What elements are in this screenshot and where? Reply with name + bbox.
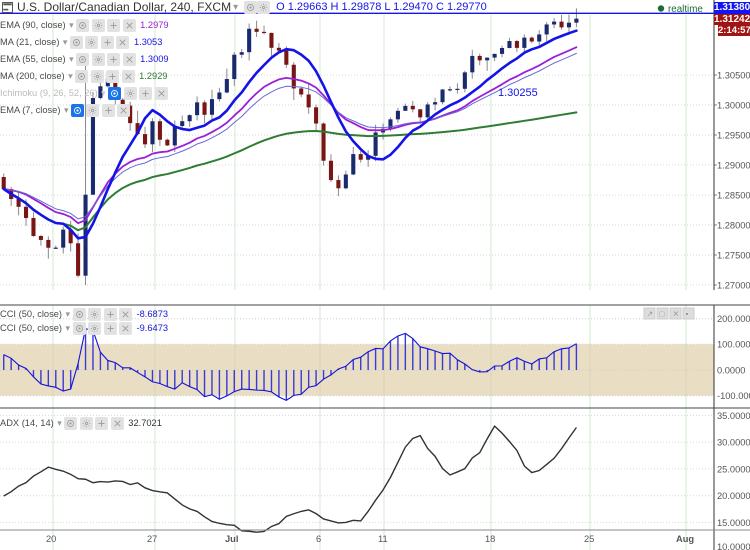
svg-text:27: 27	[147, 534, 157, 544]
svg-text:1.28000: 1.28000	[717, 221, 750, 231]
svg-text:25.0000: 25.0000	[717, 465, 750, 475]
svg-text:realtime: realtime	[668, 4, 703, 15]
svg-text:□: □	[660, 310, 665, 319]
svg-text:1.27000: 1.27000	[717, 281, 750, 291]
svg-text:▪: ▪	[686, 310, 689, 319]
svg-text:1.29000: 1.29000	[717, 161, 750, 171]
svg-text:1.30000: 1.30000	[717, 101, 750, 111]
svg-text:35.0000: 35.0000	[717, 411, 750, 421]
svg-text:↗: ↗	[647, 310, 654, 319]
svg-text:1.27500: 1.27500	[717, 251, 750, 261]
svg-text:18: 18	[485, 534, 495, 544]
svg-text:1.30500: 1.30500	[717, 71, 750, 81]
svg-text:0.0000: 0.0000	[717, 366, 745, 376]
svg-text:1.28500: 1.28500	[717, 191, 750, 201]
svg-text:6: 6	[316, 534, 321, 544]
svg-text:1.29500: 1.29500	[717, 131, 750, 141]
svg-text:-100.000: -100.000	[717, 391, 750, 401]
svg-text:20.0000: 20.0000	[717, 491, 750, 501]
svg-text:Aug: Aug	[676, 534, 694, 544]
svg-text:Jul: Jul	[225, 534, 238, 544]
svg-text:30.0000: 30.0000	[717, 438, 750, 448]
svg-text:20: 20	[46, 534, 56, 544]
svg-text:10.0000: 10.0000	[717, 542, 750, 550]
svg-text:100.000: 100.000	[717, 340, 750, 350]
svg-text:25: 25	[584, 534, 594, 544]
svg-text:15.0000: 15.0000	[717, 518, 750, 528]
svg-text:✕: ✕	[673, 310, 680, 319]
svg-text:200.000: 200.000	[717, 314, 750, 324]
svg-text:11: 11	[378, 534, 388, 544]
svg-text:1.30255: 1.30255	[498, 87, 538, 99]
